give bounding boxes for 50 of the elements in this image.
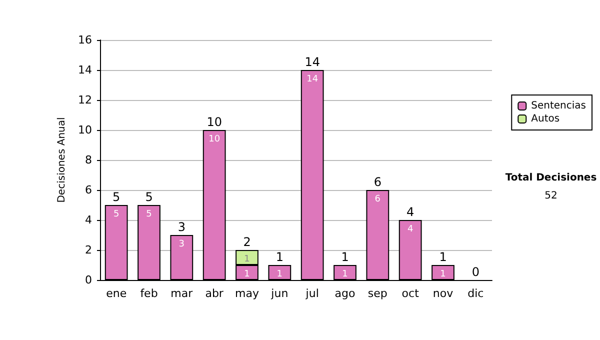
y-tick-label: 0: [85, 274, 92, 286]
total-label: 0: [472, 265, 480, 279]
data-label: 1: [342, 270, 348, 280]
data-label: 10: [208, 134, 220, 144]
x-tick-label: may: [235, 287, 260, 300]
total-label: 4: [406, 205, 414, 219]
data-label: 6: [374, 194, 381, 204]
y-tick-label: 6: [85, 184, 92, 196]
x-tick-label: sep: [368, 287, 388, 300]
x-tick-label: ago: [334, 287, 356, 300]
data-label: 1: [244, 270, 250, 280]
y-tick-label: 12: [78, 94, 92, 106]
legend-label: Sentencias: [531, 100, 586, 112]
x-tick-label: abr: [205, 287, 224, 300]
total-label: 5: [112, 190, 120, 204]
y-axis-title: Decisiones Anual: [56, 117, 68, 203]
total-label: 1: [341, 250, 349, 264]
x-tick-label: jul: [304, 287, 319, 300]
text: 52: [544, 190, 558, 202]
y-tick-label: 16: [78, 34, 92, 46]
data-label: 5: [113, 210, 120, 220]
y-tick-label: 14: [78, 64, 92, 76]
total-label: 1: [439, 250, 447, 264]
x-tick-label: nov: [432, 287, 454, 300]
data-label: 1: [276, 270, 283, 280]
y-tick-label: 8: [85, 154, 92, 166]
y-tick-label: 10: [78, 124, 92, 136]
total-label: 3: [178, 220, 186, 234]
total-label: 6: [374, 175, 382, 189]
x-tick-label: oct: [402, 287, 420, 300]
data-label: 1: [244, 254, 250, 264]
x-tick-label: dic: [468, 287, 484, 300]
data-label: 14: [306, 74, 318, 84]
total-label: 1: [276, 250, 284, 264]
data-label: 4: [407, 224, 414, 234]
y-tick-label: 4: [85, 214, 92, 226]
total-label: 5: [145, 190, 153, 204]
total-label: 14: [304, 55, 320, 69]
data-label: 3: [178, 240, 185, 250]
data-label: 1: [440, 270, 446, 280]
total-label: 10: [206, 115, 222, 129]
y-tick-label: 2: [85, 244, 92, 256]
x-tick-label: ene: [106, 287, 127, 300]
x-tick-label: mar: [170, 287, 194, 300]
total-label: 2: [243, 235, 251, 249]
legend-label: Autos: [531, 114, 560, 124]
x-tick-label: feb: [140, 287, 158, 300]
data-label: 5: [146, 210, 152, 220]
x-tick-label: jun: [270, 287, 288, 300]
text: Total Decisiones: [505, 172, 597, 184]
